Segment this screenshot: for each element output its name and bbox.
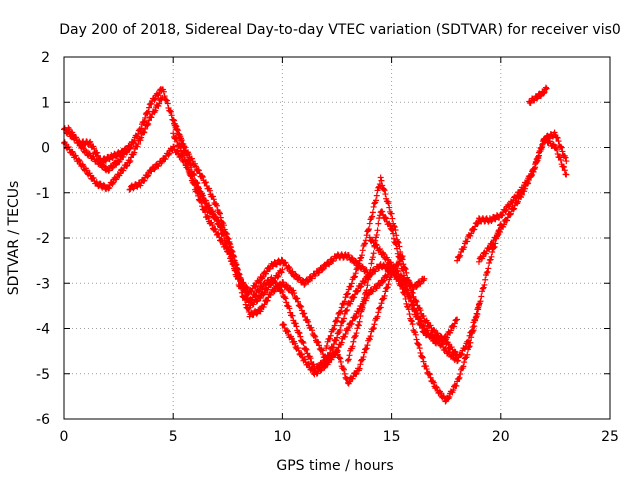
series-arc-13 xyxy=(526,84,550,107)
grid xyxy=(64,57,610,419)
y-tick-label: 0 xyxy=(41,141,50,157)
series-arc-8 xyxy=(323,174,461,359)
data-point-markers xyxy=(126,143,461,365)
y-tick-label: 2 xyxy=(41,50,50,66)
y-axis-label: SDTVAR / TECUs xyxy=(6,181,22,296)
axis-ticks: 0 5 10 15 20 25 -6 -5 -4 -3 -2 -1 0 1 2 xyxy=(36,50,619,445)
data-point-markers xyxy=(170,130,373,297)
x-tick-label: 0 xyxy=(60,429,69,445)
series-arc-3 xyxy=(65,124,137,166)
series-arc-11 xyxy=(454,134,570,264)
x-tick-label: 20 xyxy=(492,429,510,445)
y-tick-label: -5 xyxy=(36,367,50,383)
series-arc-10 xyxy=(366,234,428,293)
data-point-markers xyxy=(454,134,570,264)
x-tick-label: 15 xyxy=(383,429,401,445)
y-tick-label: -1 xyxy=(36,186,50,202)
data-points xyxy=(61,84,570,405)
y-tick-label: 1 xyxy=(41,95,50,111)
y-tick-label: -4 xyxy=(36,322,50,338)
data-point-markers xyxy=(323,174,461,359)
series-arc-4 xyxy=(126,143,461,365)
x-axis-label: GPS time / hours xyxy=(276,458,393,474)
y-tick-label: -2 xyxy=(36,231,50,247)
data-point-markers xyxy=(475,129,570,265)
x-tick-label: 10 xyxy=(273,429,291,445)
y-tick-label: -6 xyxy=(36,412,50,428)
data-point-markers xyxy=(366,234,428,293)
x-tick-label: 25 xyxy=(601,429,619,445)
data-point-markers xyxy=(526,84,550,107)
data-point-markers xyxy=(65,124,137,166)
x-tick-label: 5 xyxy=(169,429,178,445)
series-arc-12 xyxy=(475,129,570,265)
series-arc-6 xyxy=(170,130,373,297)
chart-title: Day 200 of 2018, Sidereal Day-to-day VTE… xyxy=(59,22,621,38)
data-point-markers xyxy=(279,253,406,387)
y-tick-label: -3 xyxy=(36,276,50,292)
series-arc-7 xyxy=(279,253,406,387)
